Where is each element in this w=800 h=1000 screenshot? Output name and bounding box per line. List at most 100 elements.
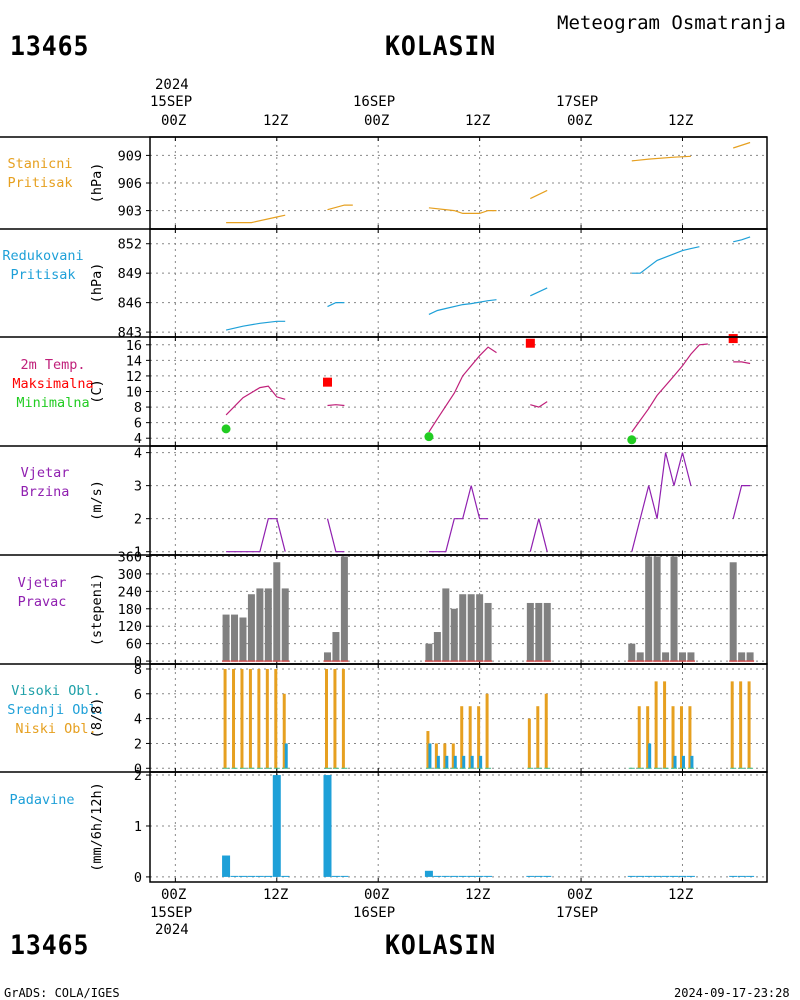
- temp-min-marker: [221, 424, 231, 434]
- precip-bar: [661, 875, 670, 877]
- date-label-top-3: 17SEP: [556, 94, 599, 110]
- cloud-mid-bar: [648, 743, 652, 769]
- direction-bar: [476, 594, 484, 662]
- station_pressure-line: [733, 141, 751, 149]
- direction-bar: [645, 556, 653, 662]
- station-name-top: KOLASIN: [385, 31, 497, 62]
- precip-bar: [331, 875, 340, 877]
- direction-bar: [247, 594, 255, 662]
- precip-bar: [467, 875, 476, 877]
- label-line: Vjetar: [17, 575, 67, 591]
- direction-bar: [670, 556, 678, 662]
- tick-label-bottom-1: 00Z: [161, 887, 187, 903]
- y-tick-label: 0: [134, 654, 142, 670]
- cloud-low-bar: [274, 668, 278, 769]
- direction-bar: [543, 602, 551, 662]
- cloud-low-bar: [485, 693, 489, 769]
- direction-bar: [256, 588, 264, 662]
- y-tick-label: 3: [134, 479, 142, 495]
- label-station-pressure: Stanicni Pritisak: [0, 155, 80, 193]
- cloud-mid-bar: [445, 755, 449, 769]
- direction-bar: [628, 643, 636, 662]
- cloud-low-bar: [248, 668, 252, 769]
- y-tick-label: 14: [126, 353, 142, 369]
- cloud-mid-bar: [479, 755, 483, 769]
- direction-bar: [687, 652, 695, 662]
- direction-bar: [332, 632, 340, 662]
- wind_speed-line: [732, 485, 751, 519]
- cloud-low-bar: [730, 681, 734, 769]
- cloud-low-bar: [646, 706, 650, 769]
- precip-bar: [543, 875, 552, 877]
- unit-label: (hPa): [89, 163, 105, 204]
- label-line: Pravac: [17, 594, 67, 610]
- direction-bar: [484, 602, 492, 662]
- precip-bar: [238, 875, 247, 877]
- direction-bar: [746, 652, 754, 662]
- precip-bar: [686, 875, 695, 877]
- temp-max-marker: [728, 334, 738, 344]
- tick-label-bottom-4: 12Z: [465, 887, 491, 903]
- direction-bar: [231, 614, 239, 662]
- cloud-mid-bar: [690, 755, 694, 769]
- y-tick-label: 4: [134, 712, 142, 728]
- y-tick-label: 849: [118, 266, 142, 282]
- unit-label: (mm/6h/12h): [89, 782, 105, 871]
- direction-bar: [459, 594, 467, 662]
- label-line: Padavine: [9, 792, 75, 808]
- direction-bar: [738, 652, 746, 662]
- temperature-line: [631, 343, 708, 433]
- label-line: Pritisak: [7, 175, 73, 191]
- y-tick-label: 906: [118, 176, 142, 192]
- label-line: Vjetar: [20, 465, 70, 481]
- precip-bar: [433, 875, 442, 877]
- cloud-mid-bar: [681, 755, 685, 769]
- date-label-bottom-3: 17SEP: [556, 905, 599, 921]
- precip-bar: [323, 775, 332, 877]
- y-tick-label: 6: [134, 687, 142, 703]
- cloud-low-bar: [434, 743, 438, 769]
- tick-label-top-2: 12Z: [263, 113, 289, 129]
- reduced_pressure-line: [327, 302, 345, 308]
- precip-bar: [526, 875, 535, 877]
- y-tick-label: 1: [134, 545, 142, 561]
- precip-bar: [627, 875, 636, 877]
- precip-bar: [255, 875, 264, 877]
- chart-title: Meteogram Osmatranja: [557, 12, 786, 34]
- direction-bar: [535, 602, 543, 662]
- precip-bar: [737, 875, 746, 877]
- temp-min-marker: [424, 432, 434, 442]
- cloud-low-bar: [265, 668, 269, 769]
- cloud-low-bar: [468, 706, 472, 769]
- precip-bar: [653, 875, 662, 877]
- date-label-top-1: 15SEP: [150, 94, 193, 110]
- temperature-line: [225, 385, 286, 416]
- reduced_pressure-line: [428, 299, 497, 315]
- temperature-line: [327, 404, 345, 407]
- year-label-bottom: 2024: [155, 922, 189, 938]
- direction-bar: [729, 562, 737, 662]
- y-tick-label: 4: [134, 446, 142, 462]
- y-tick-label: 2: [134, 736, 142, 752]
- y-tick-label: 180: [118, 602, 142, 618]
- unit-label: (m/s): [89, 480, 105, 521]
- direction-bar: [442, 588, 450, 662]
- cloud-low-bar: [333, 668, 337, 769]
- station-id-top: 13465: [10, 31, 90, 62]
- reduced_pressure-line: [631, 246, 700, 274]
- precip-bar: [230, 875, 239, 877]
- direction-bar: [450, 608, 458, 662]
- y-tick-label: 846: [118, 296, 142, 312]
- direction-bar: [467, 594, 475, 662]
- temp-max-marker: [322, 377, 332, 387]
- cloud-mid-bar: [428, 743, 432, 769]
- station-name-bottom: KOLASIN: [385, 930, 497, 961]
- cloud-low-bar: [257, 668, 261, 769]
- cloud-mid-bar: [436, 755, 440, 769]
- y-tick-label: 6: [134, 416, 142, 432]
- wind_speed-line: [631, 452, 692, 552]
- label-line-min: Minimalna: [16, 395, 90, 411]
- cloud-low-bar: [341, 668, 345, 769]
- precip-bar: [450, 875, 459, 877]
- unit-label: (C): [89, 379, 105, 403]
